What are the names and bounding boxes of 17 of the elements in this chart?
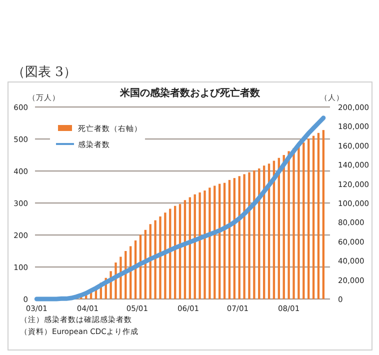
bar — [322, 130, 324, 299]
bar — [248, 172, 250, 299]
bar — [253, 170, 256, 299]
bar — [243, 174, 246, 299]
bar — [317, 132, 320, 299]
bar — [204, 190, 206, 299]
bar — [208, 188, 211, 299]
bar — [164, 212, 166, 299]
bar — [159, 216, 162, 299]
bar — [302, 142, 305, 299]
bar — [198, 192, 201, 299]
chart-title: 米国の感染者数および死亡者数 — [119, 87, 261, 99]
bar — [312, 136, 315, 299]
bar — [154, 220, 156, 299]
bar — [307, 138, 310, 299]
chart-subtitle: （図表 3） — [12, 65, 76, 80]
bar — [288, 151, 290, 299]
